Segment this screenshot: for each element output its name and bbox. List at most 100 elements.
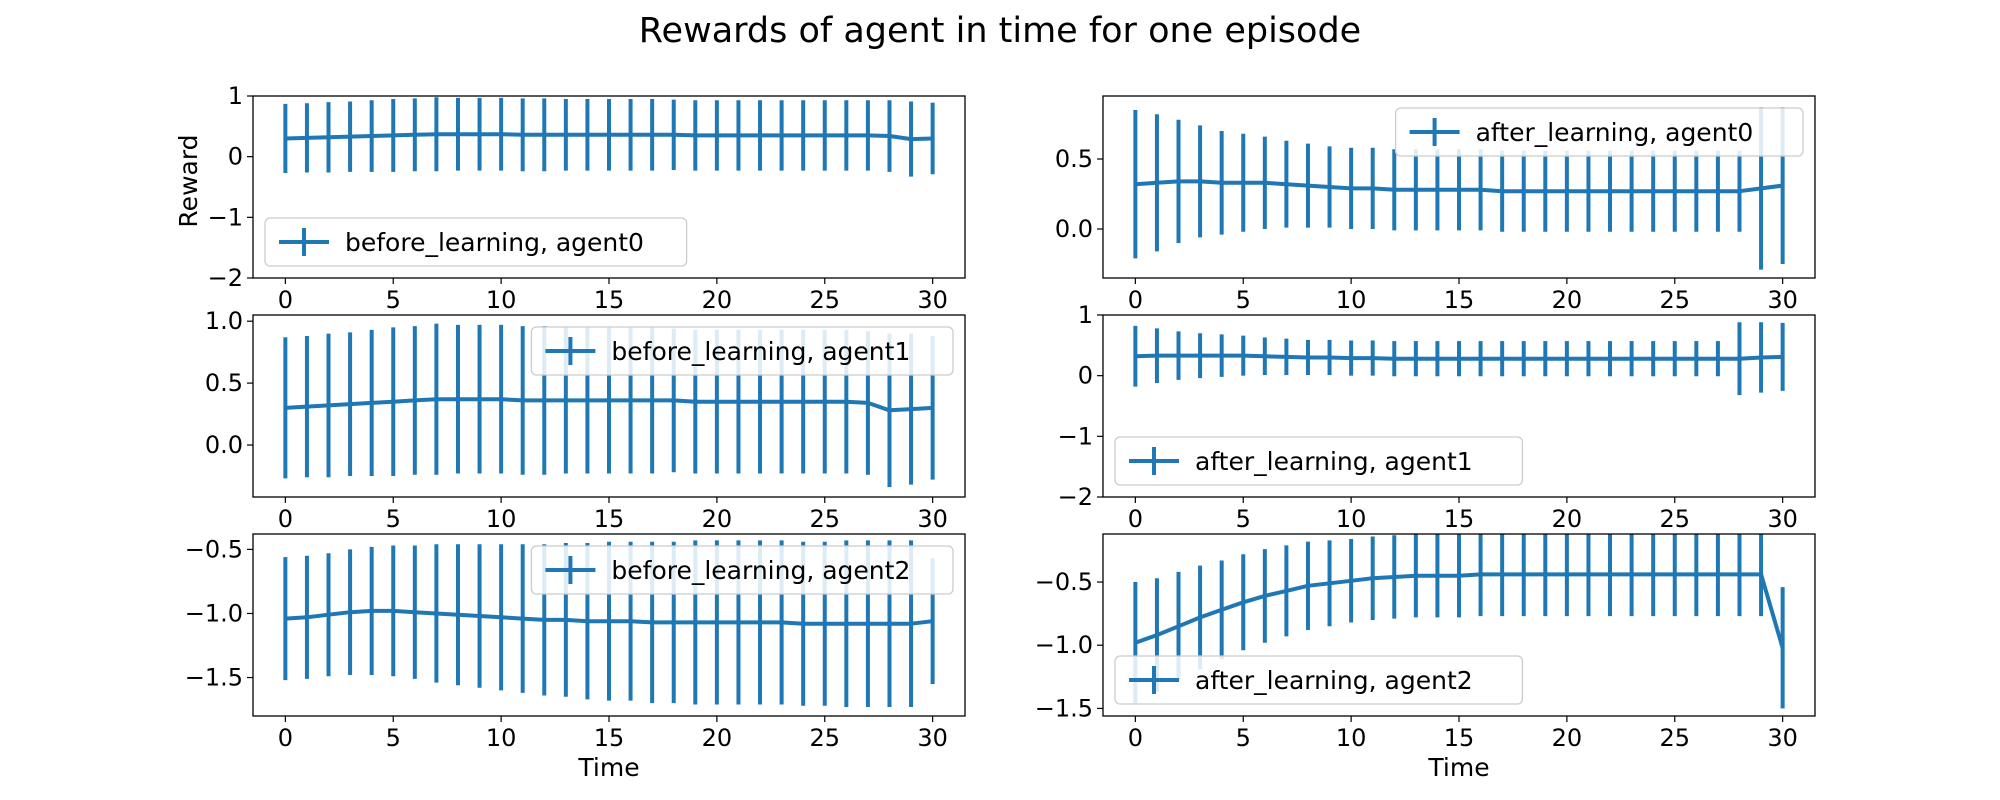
x-tick-label: 20 [702,505,733,533]
legend: after_learning, agent2 [1114,655,1524,705]
x-tick-label: 15 [594,724,625,752]
y-tick-label: 0.5 [1055,145,1093,173]
series-line [285,132,933,142]
legend-box [530,326,954,376]
series-2 [1133,107,1785,270]
x-tick-label: 5 [1236,505,1251,533]
x-tick-label: 0 [1128,286,1143,314]
y-tick-label: 0.0 [205,431,243,459]
x-tick-label: 25 [809,505,840,533]
x-tick-label: 25 [1659,286,1690,314]
x-tick-label: 10 [1336,724,1367,752]
axes-frame [1102,95,1816,279]
legend: before_learning, agent2 [530,545,954,595]
subplot-1: 0 5 10 15 20 25 30 −2 −1 0 1 before_learning, agent… [174,82,966,314]
y-tick-label: −1 [1058,422,1093,450]
axes-frame [252,314,966,498]
y-tick-label: −0.5 [185,535,243,563]
y-tick-label: −0.5 [1035,568,1093,596]
x-tick-label: 15 [1444,505,1475,533]
x-tick-label: 20 [1552,286,1583,314]
y-tick-label: 0 [228,143,243,171]
axes-frame [1102,533,1816,717]
legend: before_learning, agent0 [264,217,688,267]
subplot-6: 0 5 10 15 20 25 30 −1.5 −1.0 −0.5 after_learning, … [1035,533,1816,782]
y-tick-label: −1.5 [185,664,243,692]
x-tick-label: 30 [917,505,948,533]
y-tick-label: −2 [1058,483,1093,511]
y-tick-label: −2 [208,264,243,292]
x-tick-label: 20 [1552,724,1583,752]
x-axis-label: Time [577,753,639,782]
axes-frame [252,95,966,279]
x-tick-label: 10 [1336,286,1367,314]
legend-box [530,545,954,595]
x-tick-label: 5 [386,724,401,752]
legend: after_learning, agent0 [1394,107,1804,157]
x-tick-label: 5 [1236,286,1251,314]
series-line [1134,572,1785,649]
x-tick-label: 15 [1444,286,1475,314]
legend-label: before_learning, agent2 [611,556,910,585]
x-tick-label: 30 [1767,724,1798,752]
x-axis-label: Time [1427,753,1489,782]
subplot-3: 0 5 10 15 20 25 30 0.0 0.5 1.0 before_learning, ag… [205,307,966,533]
series-line [1135,353,1783,361]
y-tick-label: 1 [1078,301,1093,329]
x-tick-label: 5 [386,505,401,533]
x-tick-label: 0 [278,724,293,752]
x-tick-label: 20 [1552,505,1583,533]
axes-frame [1102,314,1816,498]
y-tick-label: 0.5 [205,369,243,397]
legend-box [1114,436,1524,486]
y-tick-label: 1.0 [205,307,243,335]
x-tick-label: 10 [486,286,517,314]
legend-label: before_learning, agent0 [345,228,644,257]
x-tick-label: 0 [1128,505,1143,533]
series-line [1135,179,1783,194]
legend-label: before_learning, agent1 [611,337,910,366]
x-tick-label: 30 [917,286,948,314]
x-tick-label: 15 [1444,724,1475,752]
x-tick-label: 0 [278,286,293,314]
series-1 [283,97,935,177]
y-tick-label: 1 [228,82,243,110]
x-tick-label: 10 [1336,505,1367,533]
subplot-2: 0 5 10 15 20 25 30 0.0 0.5 after_learning, agent0 [1055,95,1816,314]
y-tick-label: 0 [1078,362,1093,390]
subplot-4: 0 5 10 15 20 25 30 −2 −1 0 1 after_learning, agent1 [1058,301,1816,533]
y-tick-label: −1.0 [185,599,243,627]
x-tick-label: 25 [809,724,840,752]
legend-box [1114,655,1524,705]
x-tick-label: 30 [1767,286,1798,314]
x-tick-label: 30 [1767,505,1798,533]
y-tick-label: 0.0 [1055,215,1093,243]
x-tick-label: 25 [809,286,840,314]
axes-frame [252,533,966,717]
y-axis-label: Reward [174,134,203,227]
x-tick-label: 20 [702,286,733,314]
x-tick-label: 10 [486,505,517,533]
x-tick-label: 5 [386,286,401,314]
legend-box [264,217,688,267]
x-tick-label: 10 [486,724,517,752]
figure-title: Rewards of agent in time for one episode [639,11,1361,51]
legend: before_learning, agent1 [530,326,954,376]
subplot-5: 0 5 10 15 20 25 30 −1.5 −1.0 −0.5 before_learning,… [185,533,966,782]
legend-label: after_learning, agent1 [1195,447,1473,476]
x-tick-label: 0 [278,505,293,533]
series-4 [1133,322,1785,396]
x-tick-label: 15 [594,505,625,533]
x-tick-label: 25 [1659,724,1690,752]
x-tick-label: 0 [1128,724,1143,752]
y-tick-label: −1.5 [1035,694,1093,722]
x-tick-label: 20 [702,724,733,752]
legend-box [1394,107,1804,157]
x-tick-label: 30 [917,724,948,752]
y-tick-label: −1.0 [1035,631,1093,659]
y-tick-label: −1 [208,203,243,231]
legend-label: after_learning, agent2 [1195,666,1473,695]
x-tick-label: 5 [1236,724,1251,752]
